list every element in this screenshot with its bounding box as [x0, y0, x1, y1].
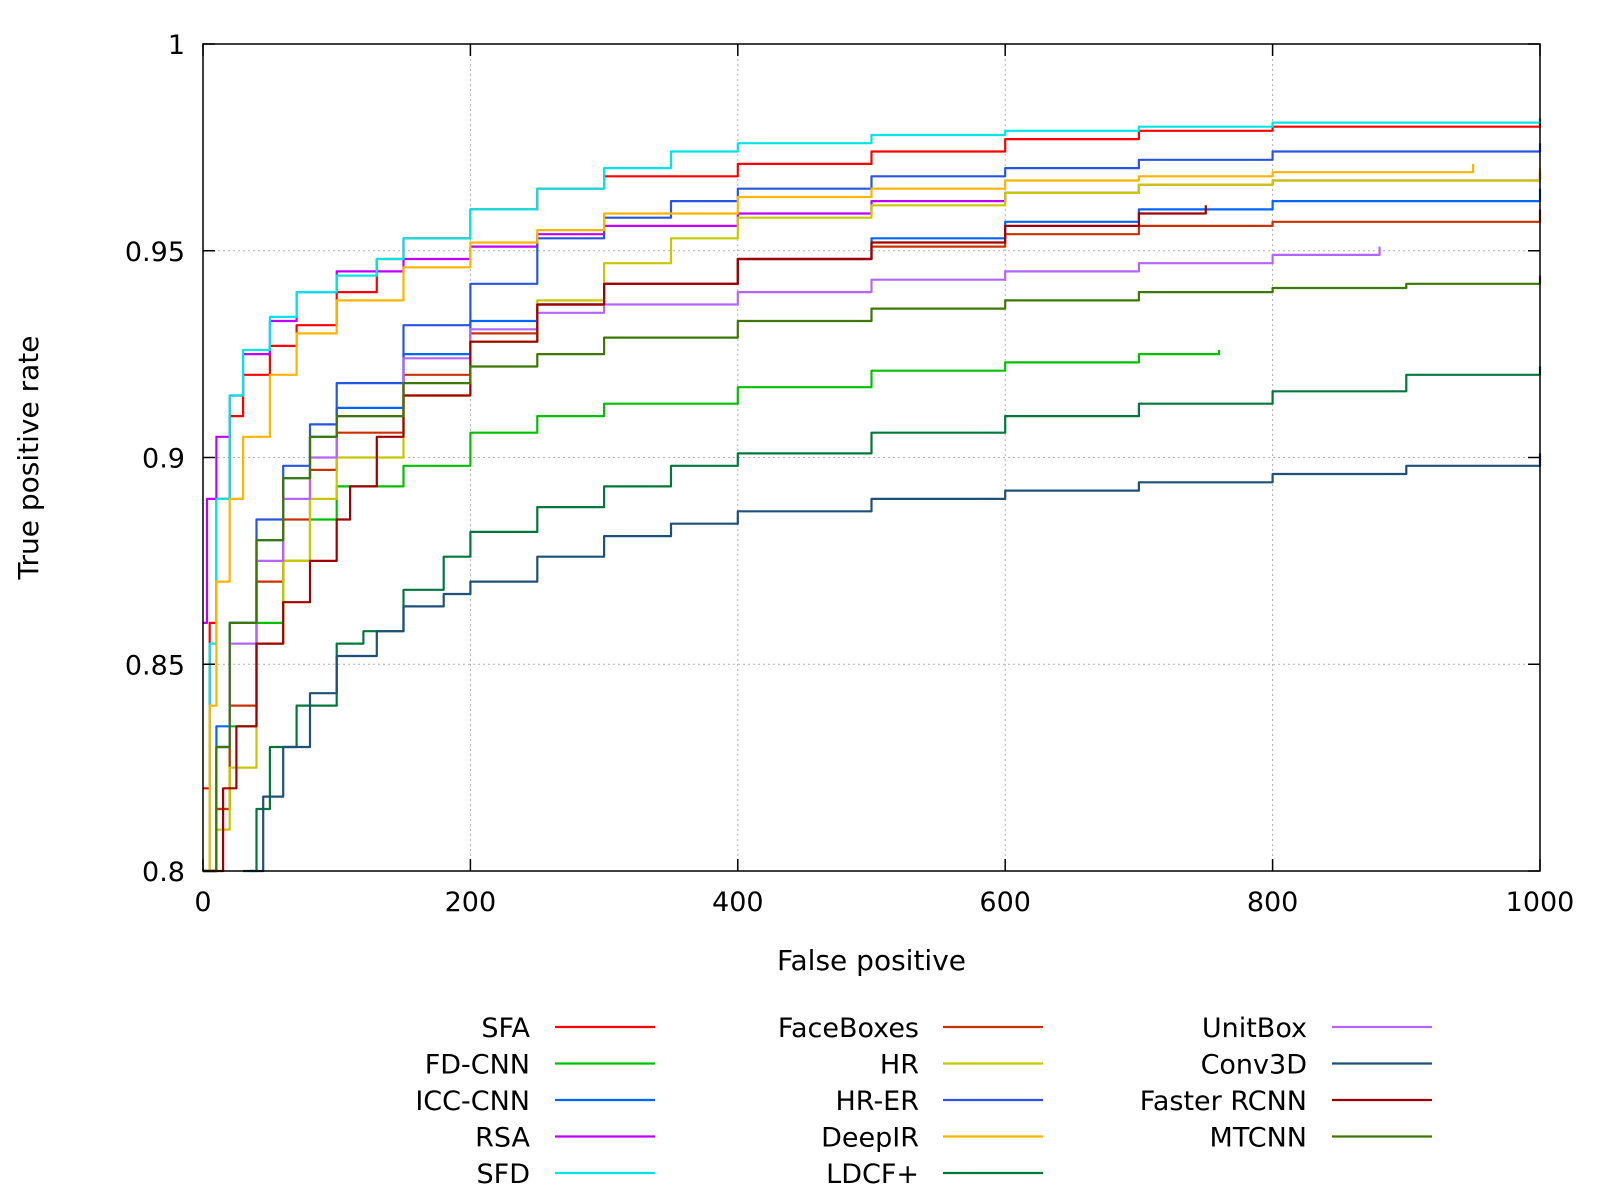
legend-label-icc-cnn: ICC-CNN — [415, 1086, 530, 1117]
legend-label-hr: HR — [880, 1050, 919, 1081]
series-line-deepir — [203, 163, 1475, 873]
y-tick-label: 0.9 — [142, 444, 185, 475]
legend-label-rsa: RSA — [475, 1123, 530, 1154]
x-axis-title: False positive — [777, 944, 966, 977]
axis-ticks — [202, 43, 1541, 872]
series-line-sfd — [203, 118, 1542, 873]
series-lines — [203, 118, 1542, 873]
x-tick-label: 200 — [445, 887, 497, 918]
x-tick-label: 0 — [194, 887, 211, 918]
series-line-mtcnn — [203, 275, 1542, 873]
legend-label-conv3d: Conv3D — [1201, 1050, 1307, 1081]
series-line-ldcf — [243, 366, 1542, 873]
legend-label-sfa: SFA — [481, 1013, 530, 1044]
x-tick-label: 400 — [712, 887, 764, 918]
legend-label-mtcnn: MTCNN — [1210, 1123, 1307, 1154]
series-line-unitbox — [203, 246, 1381, 873]
legend-label-hr-er: HR-ER — [835, 1086, 919, 1117]
y-axis-title: True positive rate — [12, 336, 45, 581]
y-tick-label: 0.85 — [125, 650, 185, 681]
legend-label-faster-rcnn: Faster RCNN — [1140, 1086, 1307, 1117]
legend-label-sfd: SFD — [477, 1159, 530, 1190]
y-tick-label: 0.95 — [125, 237, 185, 268]
series-line-faster-rcnn — [203, 205, 1207, 873]
legend: SFA FD-CNN ICC-CNN RSA SFD FaceBoxes HR HR-ER De… — [415, 1013, 1432, 1190]
legend-label-ldcf: LDCF+ — [826, 1159, 919, 1190]
x-tick-label: 600 — [979, 887, 1031, 918]
series-line-conv3d — [249, 453, 1542, 873]
y-tick-label: 1 — [168, 30, 185, 61]
legend-label-unitbox: UnitBox — [1202, 1013, 1307, 1044]
series-line-fd-cnn — [203, 350, 1221, 873]
x-tick-label: 800 — [1247, 887, 1299, 918]
legend-label-fd-cnn: FD-CNN — [425, 1050, 530, 1081]
x-tick-label: 1000 — [1506, 887, 1575, 918]
y-tick-label: 0.8 — [142, 857, 185, 888]
legend-label-deepir: DeepIR — [821, 1123, 919, 1154]
axis-tick-labels: 0 200 400 600 800 1000 0.8 0.85 0.9 0.95 1 — [125, 30, 1574, 918]
legend-label-faceboxes: FaceBoxes — [778, 1013, 919, 1044]
